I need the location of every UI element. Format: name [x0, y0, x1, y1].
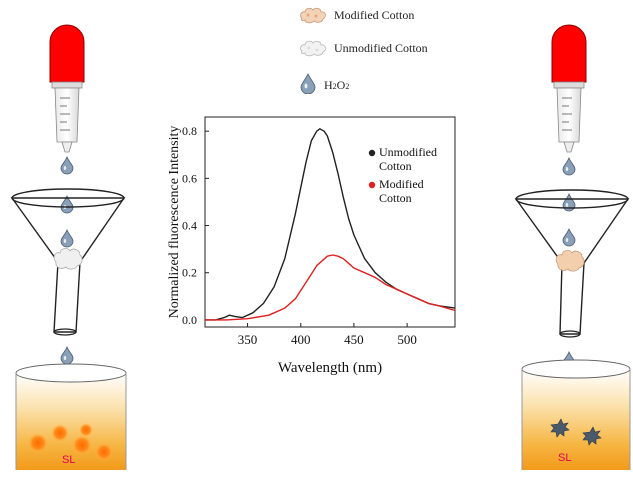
formula-h: H — [324, 78, 333, 92]
left-beaker-label: SL — [62, 454, 76, 466]
dropper-bulb — [49, 24, 85, 83]
y-tick-label: 0.8 — [182, 124, 197, 138]
x-tick-label: 350 — [238, 332, 258, 347]
series-line — [205, 254, 456, 321]
water-drop-icon — [60, 228, 74, 248]
left-dropper — [49, 24, 85, 153]
formula-sub: 2 — [332, 82, 337, 91]
legend-marker — [368, 149, 376, 157]
right-funnel — [514, 189, 630, 338]
legend-label: Cotton — [379, 159, 412, 173]
water-drop-icon — [60, 194, 74, 214]
water-drop-icon — [300, 73, 316, 94]
legend-marker — [368, 181, 376, 189]
fluorescence-glow — [28, 423, 113, 461]
legend-label: Unmodified Cotton — [334, 41, 428, 55]
right-beaker — [521, 359, 631, 470]
legend-label: Unmodified — [379, 145, 437, 159]
x-axis-title: Wavelength (nm) — [278, 360, 382, 376]
dropper-bulb — [551, 24, 587, 83]
y-axis-title: Normalized fluorescence Intensity — [167, 126, 182, 319]
legend-label: Modified Cotton — [334, 8, 415, 22]
plot-frame — [204, 116, 456, 328]
formula-o: O — [336, 78, 346, 92]
water-drop-icon — [562, 192, 576, 212]
x-tick-label: 450 — [344, 332, 364, 347]
unmodified-cotton-icon — [300, 40, 326, 57]
quenched-particles — [550, 418, 602, 446]
legend-label: H2O2 — [324, 78, 349, 93]
x-tick-label: 500 — [397, 332, 417, 347]
y-tick-label: 0.6 — [182, 171, 197, 185]
left-funnel — [10, 188, 126, 336]
water-drop-icon — [60, 155, 74, 175]
legend-label: Cotton — [379, 191, 412, 205]
right-beaker-label: SL — [558, 452, 572, 464]
water-drop-icon — [562, 227, 576, 247]
unmodified-cotton-icon — [53, 248, 83, 270]
y-tick-label: 0.4 — [182, 219, 197, 233]
water-drop-icon — [562, 156, 576, 176]
left-beaker — [15, 363, 127, 470]
modified-cotton-icon — [555, 250, 585, 272]
modified-cotton-icon — [300, 7, 326, 24]
x-tick-label: 400 — [291, 332, 311, 347]
y-tick-label: 0.0 — [182, 313, 197, 327]
legend-label: Modified — [379, 177, 424, 191]
formula-sub: 2 — [345, 82, 350, 91]
right-dropper — [551, 24, 587, 153]
y-tick-label: 0.2 — [182, 266, 197, 280]
